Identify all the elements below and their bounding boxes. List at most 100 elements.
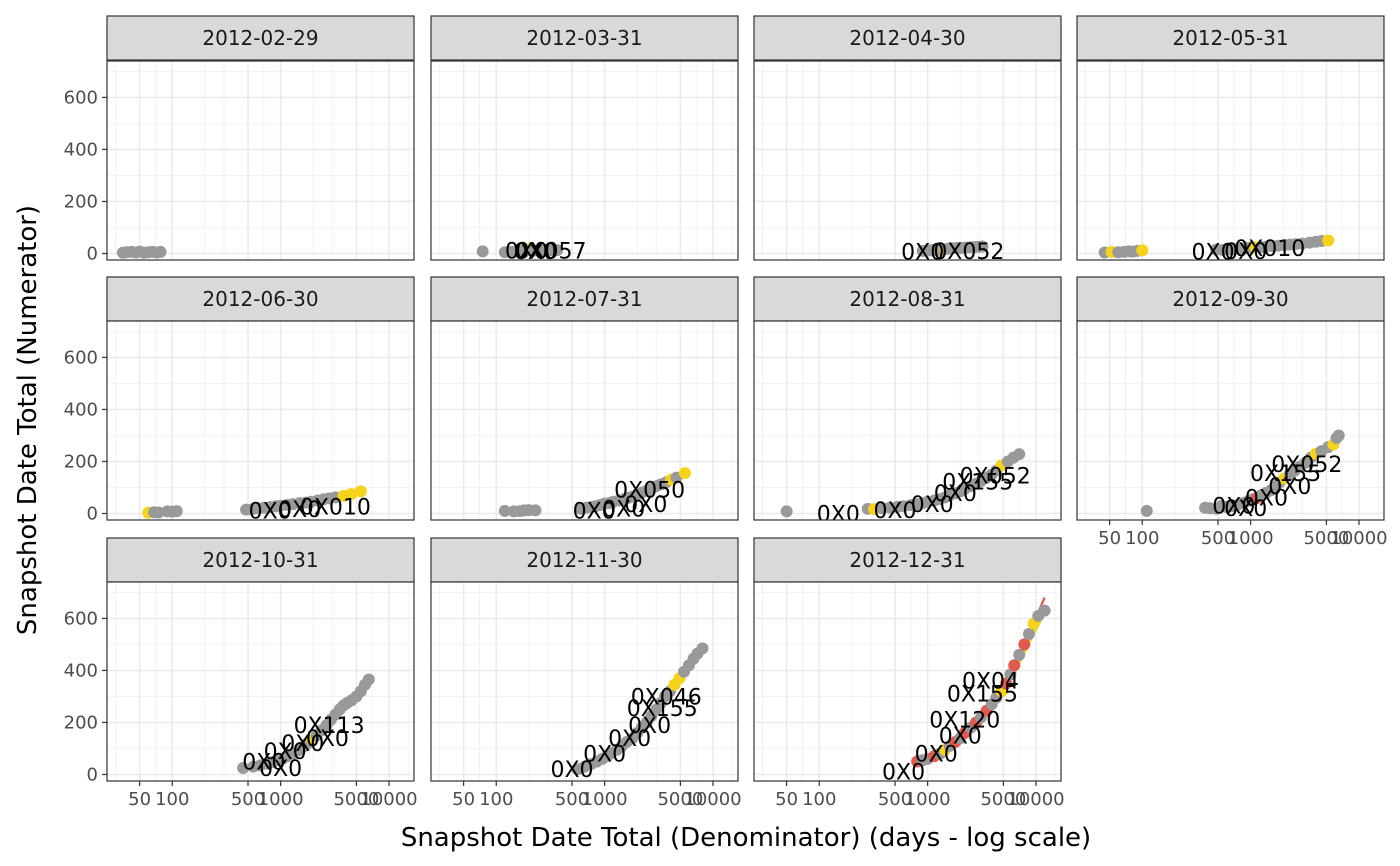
y-tick-label: 0 — [87, 503, 98, 524]
point-label: 0X046 — [631, 685, 702, 710]
data-point — [1018, 638, 1031, 651]
data-point — [1004, 668, 1017, 681]
data-point — [237, 761, 250, 774]
x-tick-label: 500 — [231, 789, 265, 810]
panel-background — [1077, 61, 1384, 260]
data-point — [1136, 244, 1149, 257]
y-tick-label: 200 — [64, 191, 98, 212]
data-point — [1008, 659, 1021, 672]
panel-border — [430, 581, 739, 782]
point-label: 0X0 — [259, 757, 302, 782]
point-label: 0X0 — [281, 732, 324, 757]
x-tick-label: 100 — [155, 789, 189, 810]
data-point — [780, 505, 793, 518]
panel-border — [106, 60, 415, 261]
point-label: 0X0 — [514, 240, 557, 265]
panel-background — [754, 321, 1061, 520]
x-tick-label: 500 — [878, 789, 912, 810]
data-point — [1000, 677, 1013, 690]
panel-border — [106, 320, 415, 521]
data-point — [1322, 234, 1335, 247]
x-axis-title: Snapshot Date Total (Denominator) (days … — [401, 823, 1091, 853]
data-point — [1332, 429, 1345, 442]
point-label: 0X0 — [911, 493, 954, 518]
data-point — [1022, 628, 1035, 641]
facet-strip-label: 2012-05-31 — [1172, 26, 1288, 50]
y-tick-label: 400 — [64, 660, 98, 681]
x-tick-label: 100 — [479, 789, 513, 810]
panel-border — [1076, 320, 1385, 521]
panel-background — [107, 321, 414, 520]
point-label: 0X0 — [1212, 494, 1255, 519]
point-label: 0X0 — [608, 727, 651, 752]
data-point — [1013, 448, 1026, 461]
y-tick-label: 200 — [64, 451, 98, 472]
point-label: 0X052 — [1271, 453, 1342, 478]
data-point — [976, 240, 989, 253]
data-point — [170, 505, 183, 518]
facet-strip — [753, 15, 1062, 61]
point-label: 0X120 — [929, 709, 1000, 734]
data-point — [362, 673, 375, 686]
x-tick-label: 5000 — [657, 789, 703, 810]
point-label: 0X0 — [901, 241, 944, 266]
point-label: 0X010 — [1234, 237, 1305, 262]
panel-background — [431, 61, 738, 260]
panel-border — [430, 320, 739, 521]
point-label: 0X0 — [1192, 241, 1235, 266]
point-label: 0X0 — [1224, 497, 1267, 522]
point-label: 0X155 — [942, 471, 1013, 496]
point-label: 0X052 — [960, 465, 1031, 490]
facet-strip-label: 2012-12-31 — [849, 548, 965, 572]
x-tick-label: 10000 — [1330, 528, 1387, 549]
point-label: 0X155 — [627, 697, 698, 722]
y-tick-label: 0 — [87, 764, 98, 785]
panel-background — [107, 61, 414, 260]
point-label: 0X0 — [550, 758, 593, 783]
x-tick-label: 5000 — [333, 789, 379, 810]
data-point — [696, 642, 709, 655]
point-label: 0X0 — [1245, 487, 1288, 512]
point-label: 0X057 — [515, 240, 586, 265]
panel-background — [754, 61, 1061, 260]
panel-border — [753, 60, 1062, 261]
x-tick-label: 100 — [1125, 528, 1159, 549]
facet-strip — [430, 276, 739, 322]
data-point — [354, 485, 367, 498]
y-tick-label: 0 — [87, 243, 98, 264]
point-label: 0X0 — [624, 493, 667, 518]
point-label: 0X0 — [939, 724, 982, 749]
data-point — [1013, 648, 1026, 661]
facet-strip-label: 2012-09-30 — [1172, 287, 1288, 311]
y-tick-label: 200 — [64, 712, 98, 733]
point-label: 0X113 — [294, 714, 365, 739]
facet-strip — [753, 537, 1062, 583]
panel-grid — [107, 321, 414, 520]
point-label: 0X0 — [934, 482, 977, 507]
x-tick-label: 50 — [775, 789, 798, 810]
data-point — [529, 504, 542, 517]
x-tick-label: 1000 — [1228, 528, 1274, 549]
panel-grid — [107, 582, 414, 781]
panel-marks — [116, 245, 167, 259]
x-tick-label: 1000 — [905, 789, 951, 810]
facet-strip — [106, 537, 415, 583]
data-point — [476, 245, 489, 258]
x-tick-label: 10000 — [360, 789, 417, 810]
panel-grid — [754, 321, 1061, 520]
point-label: 0X0 — [306, 727, 349, 752]
x-tick-label: 50 — [128, 789, 151, 810]
facet-strip — [1076, 15, 1385, 61]
x-tick-label: 1000 — [582, 789, 628, 810]
panel-border — [430, 60, 739, 261]
